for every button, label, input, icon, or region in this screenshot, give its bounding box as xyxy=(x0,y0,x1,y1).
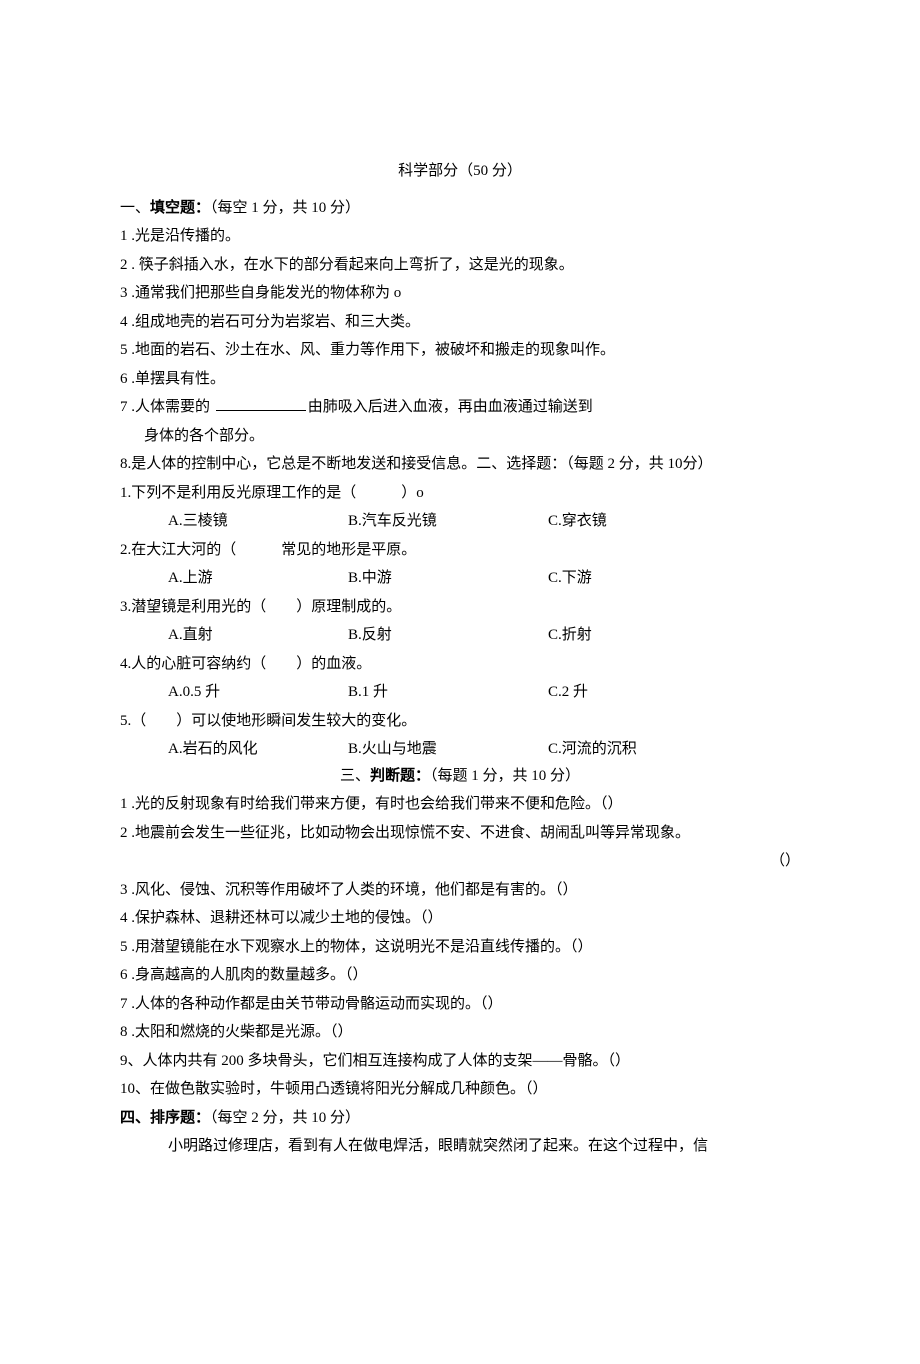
j2: 2 .地震前会发生一些征兆，比如动物会出现惊慌不安、不进食、胡闹乱叫等异常现象。 xyxy=(120,822,800,845)
q2-1-opts: A.三棱镜 B.汽车反光镜 C.穿衣镜 xyxy=(120,510,800,533)
q1-7a: 7 .人体需要的 xyxy=(120,399,214,415)
q2-1: 1.下列不是利用反光原理工作的是（ ）o xyxy=(120,482,800,505)
section3-head: 三、判断题：（每题 1 分，共 10 分） xyxy=(120,765,800,788)
q2-4-B[interactable]: B.1 升 xyxy=(348,681,548,704)
q2-5-C[interactable]: C.河流的沉积 xyxy=(548,738,800,761)
s4-body: 小明路过修理店，看到有人在做电焊活，眼睛就突然闭了起来。在这个过程中，信 xyxy=(120,1135,800,1158)
section4-head: 四、排序题：（每空 2 分，共 10 分） xyxy=(120,1107,800,1130)
q2-2: 2.在大江大河的（ 常见的地形是平原。 xyxy=(120,539,800,562)
q2-3-B[interactable]: B.反射 xyxy=(348,624,548,647)
s3-prefix: 三、 xyxy=(340,768,370,784)
q1-5: 5 .地面的岩石、沙土在水、风、重力等作用下，被破坏和搬走的现象叫作。 xyxy=(120,339,800,362)
q2-5-A[interactable]: A.岩石的风化 xyxy=(168,738,348,761)
q2-4-opts: A.0.5 升 B.1 升 C.2 升 xyxy=(120,681,800,704)
q2-2-B[interactable]: B.中游 xyxy=(348,567,548,590)
q2-5-B[interactable]: B.火山与地震 xyxy=(348,738,548,761)
j1: 1 .光的反射现象有时给我们带来方便，有时也会给我们带来不便和危险。（） xyxy=(120,793,800,816)
q1-7b: 由肺吸入后进入血液，再由血液通过输送到 xyxy=(308,399,593,415)
page-title: 科学部分（50 分） xyxy=(120,160,800,183)
j6: 6 .身高越高的人肌肉的数量越多。（） xyxy=(120,964,800,987)
q1-7c: 身体的各个部分。 xyxy=(120,425,800,448)
blank-input[interactable] xyxy=(216,396,306,411)
s3-suffix: （每题 1 分，共 10 分） xyxy=(430,768,580,784)
q1-3: 3 .通常我们把那些自身能发光的物体称为 o xyxy=(120,282,800,305)
j2p: （） xyxy=(120,850,800,873)
q1-4: 4 .组成地壳的岩石可分为岩浆岩、和三大类。 xyxy=(120,311,800,334)
q2-4-C[interactable]: C.2 升 xyxy=(548,681,800,704)
s3-bold: 判断题： xyxy=(370,768,430,784)
q1-6: 6 .单摆具有性。 xyxy=(120,368,800,391)
q2-3-opts: A.直射 B.反射 C.折射 xyxy=(120,624,800,647)
j4: 4 .保护森林、退耕还林可以减少土地的侵蚀。（） xyxy=(120,907,800,930)
section1-head: 一、填空题：（每空 1 分，共 10 分） xyxy=(120,197,800,220)
q1-2: 2 . 筷子斜插入水，在水下的部分看起来向上弯折了，这是光的现象。 xyxy=(120,254,800,277)
q2-4: 4.人的心脏可容纳约（ ）的血液。 xyxy=(120,653,800,676)
s1-bold: 填空题： xyxy=(150,200,210,216)
s4-suffix: （每空 2 分，共 10 分） xyxy=(210,1110,360,1126)
j7: 7 .人体的各种动作都是由关节带动骨骼运动而实现的。（） xyxy=(120,993,800,1016)
j9: 9、人体内共有 200 多块骨头，它们相互连接构成了人体的支架——骨骼。（） xyxy=(120,1050,800,1073)
q1-8: 8.是人体的控制中心，它总是不断地发送和接受信息。二、选择题：（每题 2 分，共… xyxy=(120,453,800,476)
q2-1-A[interactable]: A.三棱镜 xyxy=(168,510,348,533)
j10: 10、在做色散实验时，牛顿用凸透镜将阳光分解成几种颜色。（） xyxy=(120,1078,800,1101)
s1-suffix: （每空 1 分，共 10 分） xyxy=(210,200,360,216)
q2-3: 3.潜望镜是利用光的（ ）原理制成的。 xyxy=(120,596,800,619)
q2-5: 5.（ ）可以使地形瞬间发生较大的变化。 xyxy=(120,710,800,733)
j3: 3 .风化、侵蚀、沉积等作用破坏了人类的环境，他们都是有害的。（） xyxy=(120,879,800,902)
q1-7: 7 .人体需要的 由肺吸入后进入血液，再由血液通过输送到 xyxy=(120,396,800,419)
j8: 8 .太阳和燃烧的火柴都是光源。（） xyxy=(120,1021,800,1044)
q2-2-opts: A.上游 B.中游 C.下游 xyxy=(120,567,800,590)
q2-1-C[interactable]: C.穿衣镜 xyxy=(548,510,800,533)
s1-prefix: 一、 xyxy=(120,200,150,216)
q1-1: 1 .光是沿传播的。 xyxy=(120,225,800,248)
j5: 5 .用潜望镜能在水下观察水上的物体，这说明光不是沿直线传播的。（） xyxy=(120,936,800,959)
q2-5-opts: A.岩石的风化 B.火山与地震 C.河流的沉积 xyxy=(120,738,800,761)
q2-2-C[interactable]: C.下游 xyxy=(548,567,800,590)
q2-3-C[interactable]: C.折射 xyxy=(548,624,800,647)
q2-3-A[interactable]: A.直射 xyxy=(168,624,348,647)
q2-4-A[interactable]: A.0.5 升 xyxy=(168,681,348,704)
q2-2-A[interactable]: A.上游 xyxy=(168,567,348,590)
s4-bold: 四、排序题： xyxy=(120,1110,210,1126)
q2-1-B[interactable]: B.汽车反光镜 xyxy=(348,510,548,533)
